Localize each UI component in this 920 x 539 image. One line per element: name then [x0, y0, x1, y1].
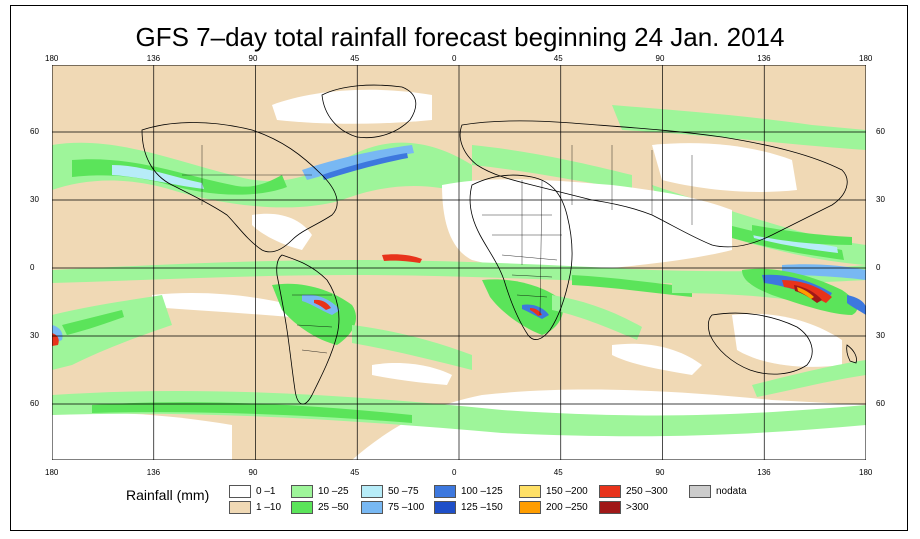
lon-tick-label: 136: [757, 54, 771, 63]
lat-tick-label: 60: [30, 399, 39, 408]
figure-frame: [10, 5, 908, 531]
graticule: [52, 65, 866, 460]
map-title: GFS 7–day total rainfall forecast beginn…: [135, 22, 785, 52]
lat-tick-label: 30: [30, 331, 39, 340]
lon-tick-label: 0: [452, 468, 457, 477]
legend-swatch: [689, 485, 711, 498]
lat-tick-label: 60: [876, 127, 885, 136]
lon-tick-label: 0: [452, 54, 457, 63]
lon-tick-label: 90: [655, 468, 665, 477]
legend-label: 250 –300: [626, 486, 668, 497]
legend-label: 200 –250: [546, 502, 588, 513]
legend-swatch: [434, 501, 456, 514]
legend-label: 125 –150: [461, 502, 503, 513]
rainfall-map: [52, 65, 866, 460]
lon-tick-label: 136: [146, 54, 161, 63]
lon-tick-label: 180: [45, 54, 59, 63]
dry-areas: [52, 89, 866, 460]
legend-swatch: [434, 485, 456, 498]
legend-swatch: [291, 501, 313, 514]
legend-swatch: [229, 485, 251, 498]
legend-swatch: [519, 485, 541, 498]
lat-tick-label: 0: [876, 263, 881, 272]
legend-label: 150 –200: [546, 486, 588, 497]
lon-tick-label: 45: [553, 54, 563, 63]
legend-swatch: [599, 485, 621, 498]
borders: [182, 145, 693, 354]
legend-label: 1 –10: [256, 502, 282, 513]
legend-label: 0 –1: [256, 486, 276, 497]
legend-label: >300: [626, 502, 649, 513]
legend-swatch: [291, 485, 313, 498]
lon-tick-label: 90: [655, 54, 665, 63]
legend-title: Rainfall (mm): [126, 487, 210, 503]
legend-swatch: [229, 501, 251, 514]
legend-swatch: [361, 485, 383, 498]
lon-tick-label: 136: [757, 468, 771, 477]
legend-swatch: [361, 501, 383, 514]
lat-tick-label: 60: [30, 127, 39, 136]
legend-swatch: [599, 501, 621, 514]
lon-tick-label: 90: [248, 468, 258, 477]
coastlines: [141, 84, 857, 405]
lat-tick-label: 30: [30, 195, 39, 204]
lat-tick-label: 60: [876, 399, 885, 408]
lat-tick-label: 0: [30, 263, 35, 272]
legend-label: 25 –50: [318, 502, 349, 513]
heavy-rain-maritime: [742, 268, 866, 315]
lat-tick-label: 30: [876, 195, 885, 204]
lon-tick-label: 45: [350, 468, 360, 477]
legend-label: 50 –75: [388, 486, 419, 497]
lon-tick-label: 180: [859, 468, 873, 477]
lon-tick-label: 45: [350, 54, 360, 63]
legend-swatch: [519, 501, 541, 514]
lon-tick-label: 180: [859, 54, 873, 63]
lon-tick-label: 180: [45, 468, 59, 477]
lon-tick-label: 45: [553, 468, 563, 477]
legend-label: 100 –125: [461, 486, 503, 497]
legend-label: 10 –25: [318, 486, 349, 497]
legend-label: nodata: [716, 486, 747, 497]
lon-tick-label: 90: [248, 54, 258, 63]
lon-tick-label: 136: [146, 468, 161, 477]
lat-tick-label: 30: [876, 331, 885, 340]
legend-label: 75 –100: [388, 502, 425, 513]
